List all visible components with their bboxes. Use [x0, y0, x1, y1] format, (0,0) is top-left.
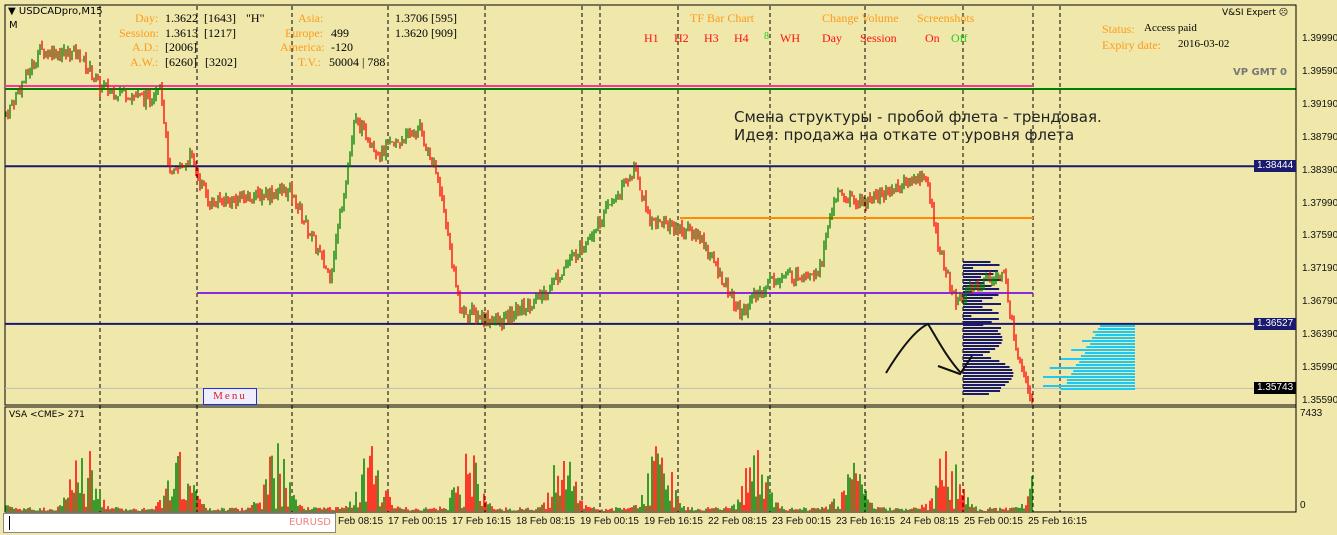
session-bracket: [1217] — [204, 26, 236, 40]
price-tick: 1.36790 — [1302, 296, 1337, 308]
text-cursor — [9, 516, 10, 530]
mode-label: M — [9, 20, 18, 31]
tv-label: T.V.: — [298, 55, 321, 69]
price-tick: 1.39990 — [1302, 33, 1337, 44]
price-tick: 1.35990 — [1302, 362, 1337, 374]
time-label: 19 Feb 16:15 — [644, 516, 703, 527]
price-tick: 1.37190 — [1302, 263, 1337, 275]
status-label: Status: — [1102, 22, 1135, 36]
america-value: -120 — [331, 40, 353, 54]
aw-label: A.W.: — [130, 55, 159, 69]
sad-face-icon: ☹ — [1278, 8, 1289, 18]
ad-label: A.D.: — [132, 40, 159, 54]
time-label: 23 Feb 16:15 — [836, 516, 895, 527]
price-tick: 1.37590 — [1302, 230, 1337, 242]
dropdown-icon[interactable]: ▼ — [8, 6, 16, 17]
change-volume-title: Change Volume — [822, 11, 899, 25]
expert-name: V&SI Expert ☹ — [1222, 8, 1289, 18]
hand-drawn-arrow — [885, 322, 973, 376]
price-tick: 1.37990 — [1302, 197, 1337, 209]
screenshots-title: Screenshots — [917, 11, 975, 25]
tv-value: 50004 | 788 — [329, 55, 386, 69]
aw-value: [6260] — [165, 55, 197, 69]
price-tick: 1.39590 — [1302, 65, 1337, 77]
session-label: Session: — [119, 26, 160, 40]
tf-bar-chart-title: TF Bar Chart — [690, 11, 754, 25]
search-symbol-text: EURUSD — [289, 517, 331, 528]
price-tick: 1.39190 — [1302, 98, 1337, 110]
day-h: "H" — [246, 11, 265, 25]
tf-h2-button[interactable]: H2 — [674, 31, 689, 45]
volume-tick: 7433 — [1300, 408, 1323, 419]
tf-h3-button[interactable]: H3 — [704, 31, 719, 45]
price-level-tag: 1.36527 — [1254, 317, 1297, 330]
expiry-value: 2016-03-02 — [1178, 38, 1230, 50]
day-value: 1.3622 — [165, 11, 198, 25]
ad-value: [2006] — [165, 40, 197, 54]
session-value: 1.3613 — [165, 26, 198, 40]
day-label: Day: — [135, 11, 159, 25]
time-label: 22 Feb 08:15 — [708, 516, 767, 527]
tf-8-button[interactable]: 8 — [764, 31, 769, 42]
time-label: 17 Feb 16:15 — [452, 516, 511, 527]
europe-label: Europe: — [285, 26, 323, 40]
vsa-label: VSA <CME> 271 — [9, 410, 85, 420]
screenshots-off-button[interactable]: Off — [951, 31, 968, 45]
symbol-title[interactable]: ▼ USDCADpro,M15 — [8, 6, 103, 17]
time-label: 17 Feb 00:15 — [388, 516, 447, 527]
time-label: Feb 08:15 — [338, 516, 384, 527]
volume-session-button[interactable]: Session — [860, 31, 897, 45]
vp-gmt-label: VP GMT 0 — [1233, 67, 1287, 78]
time-label: 18 Feb 08:15 — [516, 516, 575, 527]
price-tick: 1.35590 — [1302, 394, 1337, 406]
asia-price-1: 1.3706 [595] — [395, 11, 457, 25]
screenshots-on-button[interactable]: On — [925, 31, 940, 45]
day-bracket: [1643] — [204, 11, 236, 25]
time-label: 25 Feb 16:15 — [1028, 516, 1087, 527]
price-level-tag: 1.35743 — [1254, 382, 1297, 395]
time-label: 25 Feb 00:15 — [964, 516, 1023, 527]
time-label: 24 Feb 08:15 — [900, 516, 959, 527]
europe-value: 499 — [331, 26, 349, 40]
status-value: Access paid — [1144, 22, 1197, 34]
asia-price-2: 1.3620 [909] — [395, 26, 457, 40]
price-tick: 1.38790 — [1302, 131, 1337, 143]
expiry-label: Expiry date: — [1102, 38, 1161, 52]
time-label: 19 Feb 00:15 — [580, 516, 639, 527]
asia-label: Asia: — [298, 11, 324, 25]
price-level-tag: 1.38444 — [1254, 160, 1297, 173]
price-tick: 1.36390 — [1302, 329, 1337, 341]
tf-h1-button[interactable]: H1 — [644, 31, 659, 45]
note-line-2: Идея: продажа на откате от уровня флета — [734, 126, 1075, 144]
volume-day-button[interactable]: Day — [822, 31, 842, 45]
volume-tick: 0 — [1300, 500, 1306, 511]
tf-wh-button[interactable]: WH — [780, 31, 800, 45]
note-line-1: Смена структуры - пробой флета - трендов… — [734, 108, 1102, 126]
aw-value2: [3202] — [205, 55, 237, 69]
annotation-note: Смена структуры - пробой флета - трендов… — [734, 108, 1102, 144]
symbol-search-input[interactable]: EURUSD — [3, 513, 336, 533]
menu-button[interactable]: Menu — [203, 388, 257, 405]
symbol-label: USDCADpro,M15 — [18, 6, 103, 17]
time-label: 23 Feb 00:15 — [772, 516, 831, 527]
america-label: America: — [280, 40, 325, 54]
price-tick: 1.38390 — [1302, 164, 1337, 176]
tf-h4-button[interactable]: H4 — [734, 31, 749, 45]
